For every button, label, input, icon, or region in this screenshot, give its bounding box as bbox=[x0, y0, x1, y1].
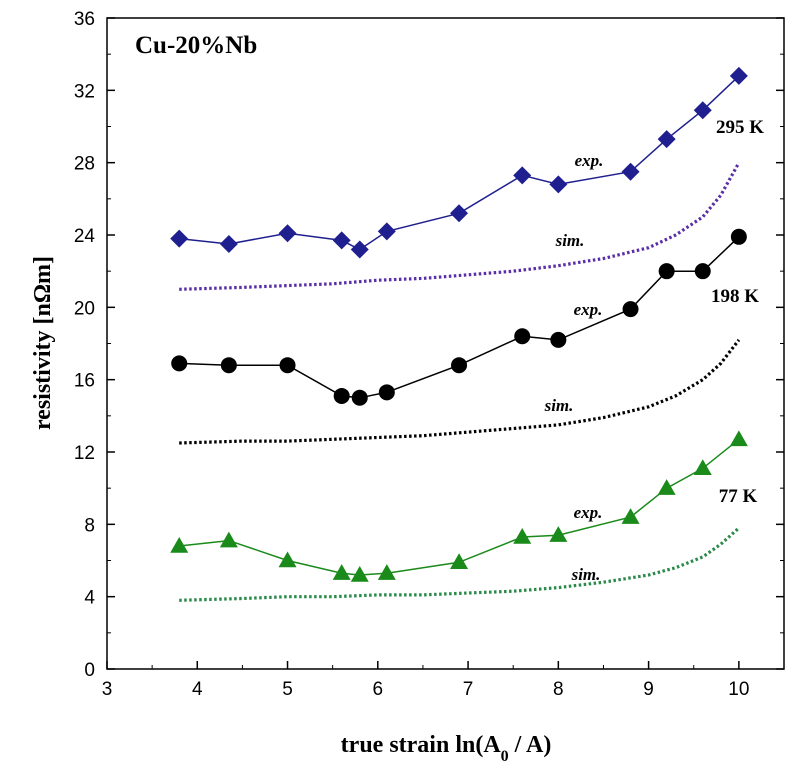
exp-label: exp. bbox=[574, 503, 603, 522]
data-point-diamond bbox=[513, 166, 532, 185]
data-point-triangle bbox=[693, 459, 712, 476]
data-point-triangle bbox=[170, 537, 189, 553]
series-group-198k bbox=[171, 228, 747, 445]
axis-ticks: 3 4 5 6 7 8 9 10 0 4 8 12 16 20 24 28 32 36 bbox=[74, 9, 784, 700]
y-tick-label: 12 bbox=[74, 443, 95, 464]
data-point-circle bbox=[279, 357, 296, 374]
sim-label: sim. bbox=[555, 231, 585, 250]
sim-label: sim. bbox=[544, 396, 574, 415]
x-tick-label: 4 bbox=[192, 679, 203, 700]
data-point-circle bbox=[514, 328, 531, 345]
data-point-circle bbox=[451, 357, 468, 374]
series-layer bbox=[170, 66, 748, 602]
data-point-circle bbox=[730, 228, 747, 245]
data-point-triangle bbox=[350, 565, 369, 582]
data-point-triangle bbox=[513, 527, 532, 544]
data-point-circle bbox=[333, 387, 350, 404]
x-axis-title: true strain ln(A0 / A) bbox=[341, 732, 552, 762]
data-point-triangle bbox=[450, 553, 469, 570]
x-tick-label: 5 bbox=[282, 679, 293, 700]
data-point-triangle bbox=[332, 564, 351, 580]
sim-label: sim. bbox=[571, 565, 601, 584]
data-point-triangle bbox=[729, 430, 748, 447]
data-point-diamond bbox=[657, 130, 676, 149]
y-tick-label: 32 bbox=[74, 81, 95, 102]
x-tick-label: 8 bbox=[553, 679, 564, 700]
x-tick-label: 10 bbox=[728, 679, 749, 700]
data-point-triangle bbox=[621, 508, 640, 524]
data-point-diamond bbox=[549, 175, 568, 194]
temperature-label: 198 K bbox=[711, 286, 759, 307]
x-tick-label: 6 bbox=[373, 679, 384, 700]
data-point-diamond bbox=[219, 235, 238, 254]
data-point-circle bbox=[694, 263, 711, 280]
data-point-diamond bbox=[170, 229, 189, 248]
y-tick-label: 16 bbox=[74, 371, 95, 392]
sim-curve bbox=[179, 338, 741, 445]
exp-label: exp. bbox=[575, 151, 604, 170]
data-point-circle bbox=[171, 355, 188, 372]
temperature-label: 77 K bbox=[719, 486, 758, 507]
y-tick-label: 20 bbox=[74, 298, 95, 319]
data-point-diamond bbox=[450, 204, 469, 223]
data-point-circle bbox=[550, 331, 567, 348]
data-point-circle bbox=[622, 301, 639, 318]
exp-label: exp. bbox=[574, 300, 603, 319]
y-tick-label: 4 bbox=[84, 588, 95, 609]
data-point-diamond bbox=[350, 240, 369, 259]
data-point-diamond bbox=[332, 231, 351, 250]
data-point-triangle bbox=[549, 526, 568, 542]
data-point-diamond bbox=[377, 222, 396, 241]
y-axis-title: resistivity [nΩm] bbox=[30, 256, 56, 430]
data-point-circle bbox=[351, 389, 368, 406]
data-point-diamond bbox=[278, 224, 297, 243]
data-point-triangle bbox=[278, 551, 297, 568]
data-point-triangle bbox=[219, 531, 238, 548]
data-point-circle bbox=[378, 384, 395, 401]
data-point-triangle bbox=[657, 479, 676, 495]
sim-curve bbox=[179, 161, 741, 291]
y-tick-label: 24 bbox=[74, 226, 96, 247]
data-point-diamond bbox=[729, 66, 748, 85]
data-point-diamond bbox=[693, 101, 712, 120]
data-point-diamond bbox=[621, 162, 640, 181]
x-tick-label: 9 bbox=[643, 679, 654, 700]
exp-curve bbox=[179, 236, 740, 399]
y-tick-label: 8 bbox=[84, 515, 95, 536]
y-tick-label: 28 bbox=[74, 154, 95, 175]
x-tick-label: 3 bbox=[102, 679, 113, 700]
y-tick-label: 36 bbox=[74, 9, 95, 30]
data-point-circle bbox=[220, 357, 237, 374]
chart-title: Cu-20%Nb bbox=[135, 32, 257, 59]
series-group-77k bbox=[170, 430, 748, 602]
temperature-label: 295 K bbox=[716, 117, 764, 138]
exp-curve bbox=[179, 75, 740, 251]
data-point-triangle bbox=[377, 564, 396, 580]
series-group-295k bbox=[170, 66, 748, 291]
data-point-circle bbox=[658, 263, 675, 280]
x-tick-label: 7 bbox=[463, 679, 474, 700]
y-tick-label: 0 bbox=[84, 660, 95, 681]
plot-frame bbox=[106, 17, 785, 670]
annotation-layer: 295 K exp. sim. 198 K exp. sim. 77 K exp. sim. bbox=[544, 117, 765, 584]
